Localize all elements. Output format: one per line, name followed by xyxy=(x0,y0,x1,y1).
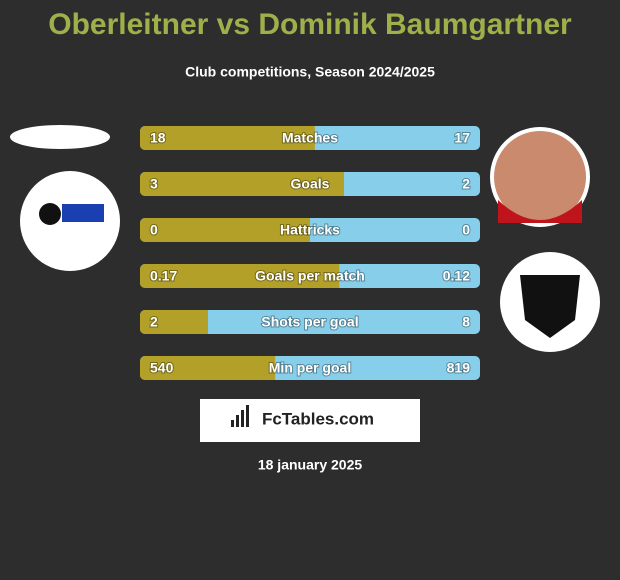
right-value: 8 xyxy=(462,314,470,330)
bar-left xyxy=(140,310,208,334)
left-value: 540 xyxy=(150,360,174,376)
stat-label: Matches xyxy=(282,130,338,146)
left-value: 0.17 xyxy=(150,268,177,284)
bar-left xyxy=(140,126,315,150)
player-face xyxy=(494,131,586,223)
logo-shield xyxy=(520,275,580,338)
date: 18 january 2025 xyxy=(258,457,363,473)
right-value: 819 xyxy=(447,360,471,376)
placeholder-ellipse xyxy=(10,125,110,149)
right-value: 2 xyxy=(462,176,470,192)
title: Oberleitner vs Dominik Baumgartner xyxy=(48,8,572,41)
bar-left xyxy=(140,172,344,196)
bar-left xyxy=(140,264,340,288)
logo-ball xyxy=(39,203,61,225)
stat-label: Shots per goal xyxy=(261,314,358,330)
left-value: 0 xyxy=(150,222,158,238)
left-value: 2 xyxy=(150,314,158,330)
bar-left xyxy=(140,218,310,242)
right-value: 0 xyxy=(462,222,470,238)
brand: FcTables.com xyxy=(262,409,374,428)
right-value: 17 xyxy=(454,130,470,146)
logo-mark xyxy=(62,204,104,222)
stat-label: Hattricks xyxy=(280,222,340,238)
left-value: 3 xyxy=(150,176,158,192)
stat-label: Goals per match xyxy=(255,268,365,284)
left-value: 18 xyxy=(150,130,166,146)
stat-label: Min per goal xyxy=(269,360,351,376)
stat-label: Goals xyxy=(291,176,330,192)
player-shirt xyxy=(498,200,582,223)
subtitle: Club competitions, Season 2024/2025 xyxy=(185,64,435,80)
right-value: 0.12 xyxy=(443,268,470,284)
brand-icon xyxy=(231,405,249,427)
bar-left xyxy=(140,356,276,380)
